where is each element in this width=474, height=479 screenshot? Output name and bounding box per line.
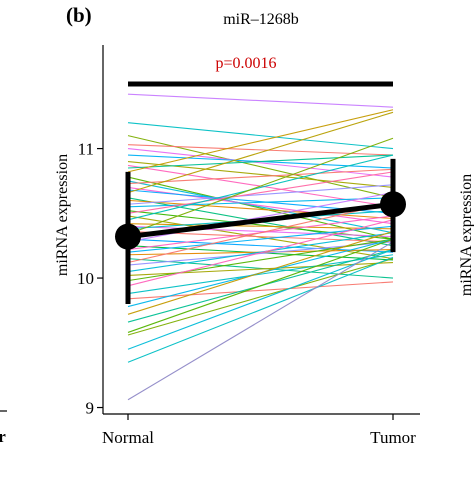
sample-pair-line: [127, 171, 394, 214]
sample-pair-line: [127, 168, 394, 185]
sample-pair-line: [127, 197, 394, 208]
sample-pair-line: [127, 111, 394, 194]
y-tick-label: 9: [86, 399, 95, 418]
sample-pair-line: [127, 109, 394, 173]
x-tick-label: Normal: [102, 428, 154, 447]
sample-pair-line: [127, 225, 394, 238]
sample-pair-line: [127, 258, 394, 336]
sample-pair-line: [127, 215, 394, 260]
sample-pair-line: [127, 184, 394, 205]
y-axis-label: miRNA expression: [54, 154, 71, 276]
sample-pair-line: [127, 230, 394, 315]
sample-pair-line: [127, 238, 394, 333]
left-edge-fragment-text: r: [0, 427, 6, 446]
sample-pair-line: [127, 238, 394, 282]
y-tick-label: 10: [77, 269, 94, 288]
right-edge-ylabel: miRNA expression: [458, 174, 474, 296]
sample-pair-line: [127, 176, 394, 240]
sample-pair-line: [127, 256, 394, 363]
sample-pair-line: [127, 93, 394, 108]
sample-pair-line: [127, 122, 394, 150]
panel-label: (b): [66, 3, 92, 27]
chart-title: miR–1268b: [223, 11, 299, 28]
sample-pair-line: [127, 154, 394, 221]
sample-pair-line: [127, 160, 394, 188]
mean-trend-line: [127, 201, 394, 240]
sample-pair-line: [127, 202, 394, 264]
sample-pair-line: [127, 154, 394, 169]
sample-pair-line: [127, 219, 394, 287]
sample-pair-line: [127, 137, 394, 235]
sample-pair-line: [127, 144, 394, 156]
x-tick-label: Tumor: [370, 428, 416, 447]
sample-pair-line: [127, 180, 394, 234]
y-tick-label: 11: [78, 140, 94, 159]
sample-pair-line: [127, 249, 394, 350]
sample-pair-line: [127, 281, 394, 300]
sample-pair-line: [127, 232, 394, 273]
sample-pair-line: [127, 223, 394, 230]
normal-mean-point: [115, 223, 141, 250]
sample-pair-line: [127, 199, 394, 220]
p-value-label: p=0.0016: [215, 55, 276, 72]
sample-pair-line: [127, 241, 394, 401]
sample-pair-line: [127, 148, 394, 178]
tumor-mean-point: [380, 191, 406, 218]
